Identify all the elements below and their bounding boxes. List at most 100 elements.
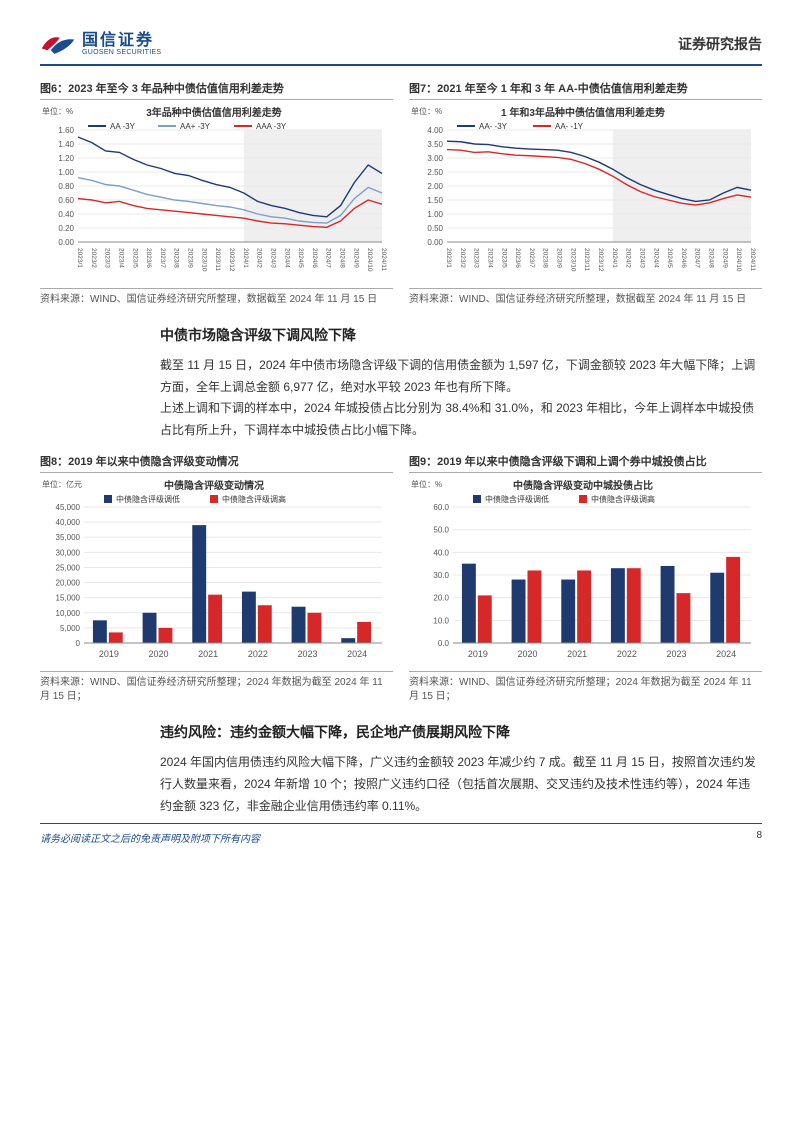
- logo: 国信证券 GUOSEN SECURITIES: [40, 30, 161, 58]
- svg-text:2024/9: 2024/9: [721, 248, 728, 268]
- svg-text:20,000: 20,000: [56, 579, 81, 588]
- svg-text:2019: 2019: [99, 649, 119, 659]
- svg-text:2024/1: 2024/1: [611, 248, 618, 268]
- svg-text:2024/4: 2024/4: [652, 248, 659, 268]
- svg-text:AA+ -3Y: AA+ -3Y: [180, 122, 211, 131]
- svg-text:3.50: 3.50: [427, 140, 443, 149]
- svg-text:2024/7: 2024/7: [325, 248, 332, 268]
- svg-text:0.0: 0.0: [438, 639, 450, 648]
- svg-text:2024/5: 2024/5: [297, 248, 304, 268]
- svg-text:2024/8: 2024/8: [708, 248, 715, 268]
- svg-text:2024/3: 2024/3: [269, 248, 276, 268]
- svg-text:中债隐含评级调高: 中债隐含评级调高: [591, 494, 655, 504]
- svg-text:2023/9: 2023/9: [187, 248, 194, 268]
- svg-text:2024/2: 2024/2: [625, 248, 632, 268]
- svg-text:2023: 2023: [666, 649, 686, 659]
- svg-text:2024/5: 2024/5: [666, 248, 673, 268]
- svg-text:中债隐含评级调低: 中债隐含评级调低: [116, 494, 180, 504]
- fig6-source: 资料来源：WIND、国信证券经济研究所整理，数据截至 2024 年 11 月 1…: [40, 288, 393, 307]
- svg-text:2023/8: 2023/8: [173, 248, 180, 268]
- svg-text:中债隐含评级调高: 中债隐含评级调高: [222, 494, 286, 504]
- svg-text:2023/7: 2023/7: [528, 248, 535, 268]
- svg-text:AAA -3Y: AAA -3Y: [256, 122, 287, 131]
- svg-text:2020: 2020: [148, 649, 168, 659]
- svg-text:2019: 2019: [468, 649, 488, 659]
- svg-text:0: 0: [76, 639, 81, 648]
- svg-text:0.50: 0.50: [427, 224, 443, 233]
- svg-text:2024/1: 2024/1: [242, 248, 249, 268]
- svg-text:2024/9: 2024/9: [352, 248, 359, 268]
- fig8-chart: 05,00010,00015,00020,00025,00030,00035,0…: [40, 477, 393, 667]
- svg-text:2024/7: 2024/7: [694, 248, 701, 268]
- svg-text:10.0: 10.0: [433, 617, 449, 626]
- section2-p1: 2024 年国内信用债违约风险大幅下降，广义违约金额较 2023 年减少约 7 …: [160, 752, 762, 817]
- svg-text:2022: 2022: [248, 649, 268, 659]
- svg-text:50.0: 50.0: [433, 526, 449, 535]
- svg-text:AA- -1Y: AA- -1Y: [555, 122, 584, 131]
- svg-text:2023/2: 2023/2: [90, 248, 97, 268]
- section2-title: 违约风险：违约金额大幅下降，民企地产债展期风险下降: [160, 722, 762, 742]
- svg-text:2024/11: 2024/11: [380, 248, 387, 271]
- svg-text:2024/10: 2024/10: [735, 248, 742, 272]
- svg-text:2020: 2020: [517, 649, 537, 659]
- svg-text:5,000: 5,000: [60, 624, 81, 633]
- svg-text:2023/3: 2023/3: [104, 248, 111, 268]
- svg-text:2023/2: 2023/2: [459, 248, 466, 268]
- svg-text:3.00: 3.00: [427, 154, 443, 163]
- page-number: 8: [756, 830, 762, 845]
- svg-text:1 年和3年品种中债估值信用利差走势: 1 年和3年品种中债估值信用利差走势: [501, 106, 665, 119]
- fig9-caption: 图9：2019 年以来中债隐含评级下调和上调个券中城投债占比: [409, 453, 762, 473]
- fig6-chart: 0.000.200.400.600.801.001.201.401.60单位：%…: [40, 104, 393, 284]
- svg-text:2023/10: 2023/10: [200, 248, 207, 272]
- page-footer: 请务必阅读正文之后的免责声明及附项下所有内容 8: [40, 823, 762, 845]
- svg-text:2023/1: 2023/1: [445, 248, 452, 268]
- section1-p2: 上述上调和下调的样本中，2024 年城投债占比分别为 38.4%和 31.0%，…: [160, 398, 762, 441]
- svg-text:2024/8: 2024/8: [339, 248, 346, 268]
- company-logo-icon: [40, 30, 76, 58]
- svg-text:2023/5: 2023/5: [131, 248, 138, 268]
- svg-text:0.00: 0.00: [427, 238, 443, 247]
- page-header: 国信证券 GUOSEN SECURITIES 证券研究报告: [40, 30, 762, 66]
- svg-text:0.00: 0.00: [58, 238, 74, 247]
- svg-text:单位：%: 单位：%: [411, 479, 442, 489]
- svg-text:1.60: 1.60: [58, 126, 74, 135]
- svg-text:2023/12: 2023/12: [228, 248, 235, 272]
- svg-text:2023/4: 2023/4: [117, 248, 124, 268]
- doc-type: 证券研究报告: [678, 34, 762, 54]
- svg-text:单位：%: 单位：%: [42, 106, 73, 116]
- svg-text:2024/3: 2024/3: [638, 248, 645, 268]
- svg-text:2023/9: 2023/9: [556, 248, 563, 268]
- svg-text:2.50: 2.50: [427, 168, 443, 177]
- svg-text:2023/5: 2023/5: [500, 248, 507, 268]
- svg-text:1.50: 1.50: [427, 196, 443, 205]
- svg-text:30.0: 30.0: [433, 571, 449, 580]
- fig6-caption: 图6：2023 年至今 3 年品种中债估值信用利差走势: [40, 80, 393, 100]
- section1-title: 中债市场隐含评级下调风险下降: [160, 325, 762, 345]
- section1-p1: 截至 11 月 15 日，2024 年中债市场隐含评级下调的信用债金额为 1,5…: [160, 355, 762, 398]
- svg-text:10,000: 10,000: [56, 609, 81, 618]
- svg-text:2021: 2021: [567, 649, 587, 659]
- svg-text:中债隐含评级调低: 中债隐含评级调低: [485, 494, 549, 504]
- svg-text:0.60: 0.60: [58, 196, 74, 205]
- svg-text:中债隐含评级变动中城投债占比: 中债隐含评级变动中城投债占比: [513, 479, 653, 492]
- svg-text:2023/1: 2023/1: [76, 248, 83, 268]
- svg-text:1.00: 1.00: [58, 168, 74, 177]
- svg-text:2023/11: 2023/11: [583, 248, 590, 271]
- svg-text:AA -3Y: AA -3Y: [110, 122, 136, 131]
- fig7-chart: 0.00 0.50 1.00 1.50 2.00 2.50 3.00 3.50 4.00 单位：%…: [409, 104, 762, 284]
- svg-text:单位：%: 单位：%: [411, 106, 442, 116]
- svg-text:1.00: 1.00: [427, 210, 443, 219]
- svg-text:2024/6: 2024/6: [311, 248, 318, 268]
- svg-text:0.40: 0.40: [58, 210, 74, 219]
- svg-text:20.0: 20.0: [433, 594, 449, 603]
- svg-text:中债隐含评级变动情况: 中债隐含评级变动情况: [164, 479, 264, 492]
- svg-text:1.40: 1.40: [58, 140, 74, 149]
- svg-text:35,000: 35,000: [56, 534, 81, 543]
- svg-text:2023: 2023: [297, 649, 317, 659]
- svg-text:2.00: 2.00: [427, 182, 443, 191]
- svg-text:4.00: 4.00: [427, 126, 443, 135]
- svg-text:2023/6: 2023/6: [514, 248, 521, 268]
- fig8-source: 资料来源：WIND、国信证券经济研究所整理；2024 年数据为截至 2024 年…: [40, 671, 393, 704]
- company-name-en: GUOSEN SECURITIES: [82, 49, 161, 56]
- svg-text:2021: 2021: [198, 649, 218, 659]
